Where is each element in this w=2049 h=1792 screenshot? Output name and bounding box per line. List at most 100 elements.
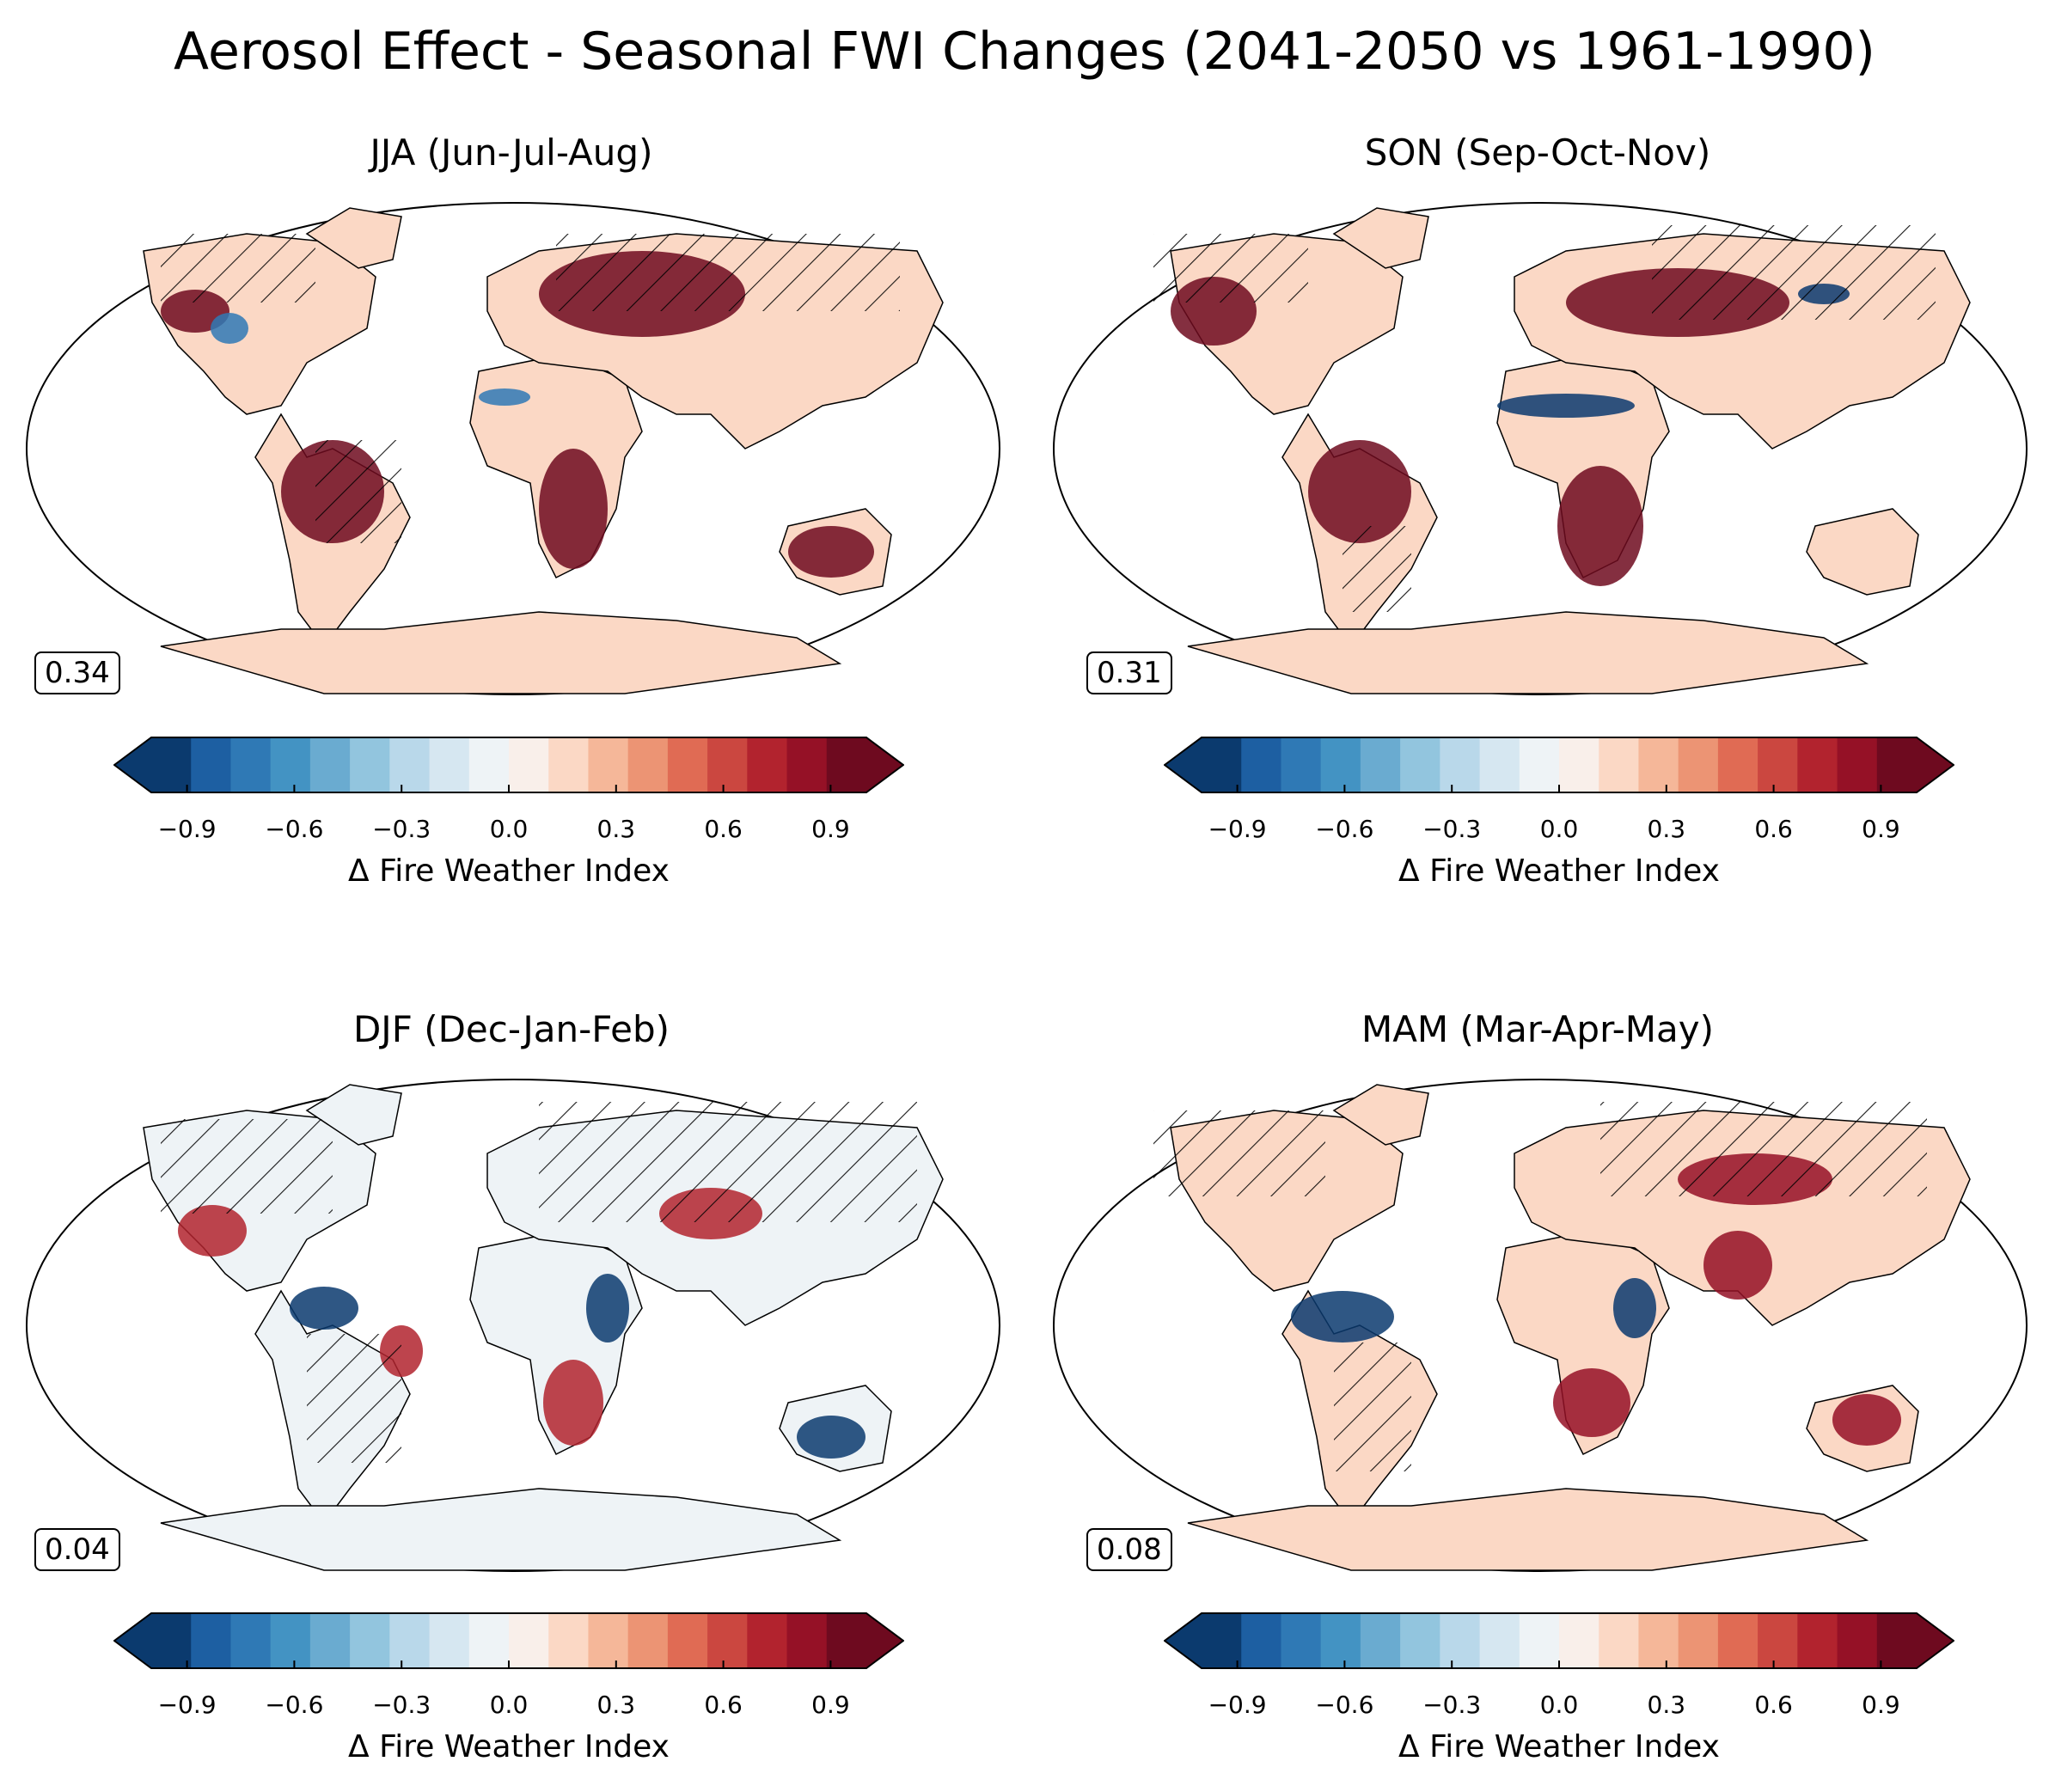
colorbar-ticks-bottom-right: −0.9 −0.6 −0.3 0.0 0.3 0.6 0.9 — [1164, 1691, 1954, 1725]
colorbar-segment — [747, 1613, 788, 1668]
colorbar-extend-min — [1165, 737, 1202, 792]
colorbar-segment — [826, 737, 867, 792]
colorbar-outline — [1164, 737, 1954, 793]
colorbar-segment — [1320, 1613, 1361, 1668]
colorbar-segment — [1400, 1613, 1440, 1668]
colorbar-segment — [1717, 1613, 1758, 1668]
colorbar-label-top-right: Δ Fire Weather Index — [1398, 853, 1720, 889]
colorbar-segment — [786, 737, 828, 792]
colorbar-ticks-top-right: −0.9 −0.6 −0.3 0.0 0.3 0.6 0.9 — [1164, 815, 1954, 849]
colorbar-svg — [1164, 1612, 1954, 1669]
colorbar-segment — [309, 1613, 351, 1668]
colorbar-segment — [1559, 737, 1599, 792]
colorbar-segment — [1400, 737, 1440, 792]
colorbar-ticks-top-left: −0.9 −0.6 −0.3 0.0 0.3 0.6 0.9 — [113, 815, 904, 849]
colorbar-segment — [707, 737, 748, 792]
map-mam-svg — [1053, 1079, 2028, 1572]
colorbar-segment — [1678, 1613, 1719, 1668]
colorbar-segment — [509, 1613, 549, 1668]
colorbar-extend-max — [1917, 1613, 1954, 1668]
colorbar-segment — [548, 737, 590, 792]
colorbar-segment — [627, 737, 669, 792]
colorbar-tick-label: 0.3 — [596, 1691, 636, 1719]
map-mam — [1050, 1076, 2030, 1575]
colorbar-tick-label: −0.6 — [1315, 1691, 1374, 1719]
colorbar-segment — [1599, 1613, 1640, 1668]
colorbar-segment — [1797, 1613, 1838, 1668]
colorbar-bottom-right — [1164, 1612, 1954, 1669]
colorbar-segment — [1519, 1613, 1560, 1668]
colorbar-segment — [1678, 737, 1719, 792]
map-son-svg — [1053, 202, 2028, 695]
colorbar-tick-label: −0.9 — [157, 1691, 217, 1719]
colorbar-segment — [1638, 737, 1679, 792]
map-djf — [23, 1076, 1003, 1575]
colorbar-top-right — [1164, 737, 1954, 793]
colorbar-segment — [509, 737, 549, 792]
colorbar-segment — [707, 1613, 748, 1668]
colorbar-tick-label: −0.6 — [265, 815, 324, 843]
colorbar-svg — [1164, 737, 1954, 793]
colorbar-segment — [1281, 737, 1322, 792]
colorbar-tick-label: −0.6 — [1315, 815, 1374, 843]
colorbar-segment — [667, 737, 708, 792]
map-jja — [23, 199, 1003, 698]
colorbar-segment — [627, 1613, 669, 1668]
colorbar-segment — [1559, 1613, 1599, 1668]
colorbar-segment — [429, 737, 470, 792]
panel-title-jja: JJA (Jun-Jul-Aug) — [370, 131, 653, 174]
colorbar-segment — [1599, 737, 1640, 792]
colorbar-label-bottom-right: Δ Fire Weather Index — [1398, 1729, 1720, 1764]
colorbar-segment — [350, 737, 390, 792]
colorbar-segment — [1360, 1613, 1401, 1668]
colorbar-top-left — [113, 737, 904, 793]
colorbar-tick-label: −0.3 — [372, 815, 431, 843]
colorbar-tick-label: 0.9 — [811, 815, 850, 843]
colorbar-tick-label: 0.9 — [811, 1691, 850, 1719]
colorbar-segment — [1837, 1613, 1878, 1668]
colorbar-segment — [1876, 1613, 1917, 1668]
colorbar-segment — [1519, 737, 1560, 792]
colorbar-segment — [1638, 1613, 1679, 1668]
colorbar-segment — [1440, 1613, 1481, 1668]
value-box-djf: 0.04 — [34, 1528, 120, 1571]
colorbar-bottom-left — [113, 1612, 904, 1669]
colorbar-tick-label: −0.3 — [1422, 815, 1482, 843]
colorbar-segment — [826, 1613, 867, 1668]
colorbar-tick-label: −0.9 — [1208, 815, 1267, 843]
colorbar-tick-label: 0.9 — [1862, 815, 1900, 843]
colorbar-tick-label: 0.6 — [704, 1691, 743, 1719]
colorbar-segment — [230, 1613, 272, 1668]
colorbar-segment — [1440, 737, 1481, 792]
map-son — [1050, 199, 2030, 698]
map-jja-svg — [26, 202, 1000, 695]
colorbar-segment — [588, 1613, 629, 1668]
colorbar-segment — [1758, 737, 1798, 792]
panel-title-son: SON (Sep-Oct-Nov) — [1364, 131, 1711, 174]
colorbar-segment — [389, 737, 431, 792]
colorbar-extend-min — [114, 737, 151, 792]
colorbar-tick-label: 0.6 — [704, 815, 743, 843]
colorbar-tick-label: 0.0 — [489, 1691, 529, 1719]
colorbar-segment — [429, 1613, 470, 1668]
colorbar-segment — [309, 737, 351, 792]
colorbar-segment — [1876, 737, 1917, 792]
colorbar-segment — [191, 737, 232, 792]
colorbar-tick-label: −0.9 — [157, 815, 217, 843]
value-box-jja: 0.34 — [34, 651, 120, 694]
colorbar-tick-label: 0.0 — [489, 815, 529, 843]
colorbar-tick-label: 0.0 — [1539, 815, 1579, 843]
colorbar-segment — [1241, 737, 1282, 792]
colorbar-extend-max — [866, 737, 903, 792]
colorbar-tick-label: 0.3 — [1647, 815, 1686, 843]
colorbar-tick-label: −0.9 — [1208, 1691, 1267, 1719]
colorbar-segment — [230, 737, 272, 792]
colorbar-segment — [1758, 1613, 1798, 1668]
colorbar-tick-label: 0.6 — [1754, 815, 1793, 843]
colorbar-segment — [1202, 737, 1242, 792]
colorbar-segment — [1241, 1613, 1282, 1668]
colorbar-segment — [1320, 737, 1361, 792]
colorbar-segment — [350, 1613, 390, 1668]
colorbar-label-top-left: Δ Fire Weather Index — [348, 853, 670, 889]
colorbar-segment — [588, 737, 629, 792]
